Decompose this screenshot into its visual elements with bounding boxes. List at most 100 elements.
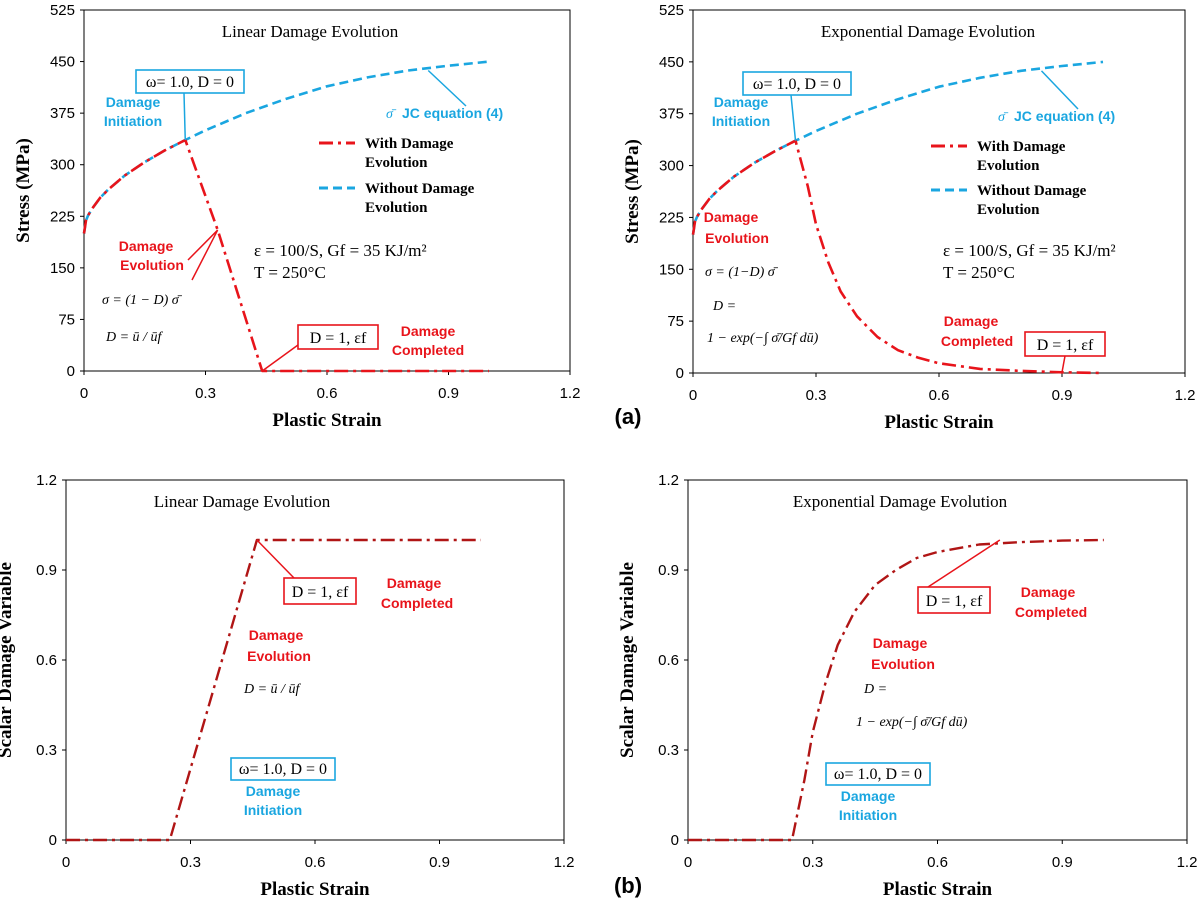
damage-initiation-label: Initiation [244, 802, 302, 818]
damage-completed-label: Completed [392, 342, 464, 358]
condition-text: T = 250°C [943, 263, 1015, 282]
plot-title: Linear Damage Evolution [154, 492, 331, 511]
damage-initiation-label: Damage [246, 783, 301, 799]
x-tick-label: 1.2 [1177, 854, 1198, 871]
plot-frame [65, 479, 565, 841]
series-line-1 [691, 60, 1104, 235]
y-tick-label: 0 [49, 832, 57, 849]
damage-completed-label: Completed [381, 595, 453, 611]
x-tick-label: 0.6 [305, 854, 326, 871]
formula-text: D = [863, 682, 887, 697]
y-axis-title: Stress (MPa) [622, 139, 643, 244]
initiation-box [825, 762, 931, 786]
x-axis-title: Plastic Strain [272, 410, 382, 431]
completion-box [283, 577, 357, 605]
damage-completed-label: Completed [941, 333, 1013, 349]
damage-initiation-label: Initiation [839, 807, 897, 823]
initiation-leader-line [183, 92, 186, 140]
initiation-box-text: ω= 1.0, D = 0 [239, 761, 327, 778]
initiation-box [230, 757, 336, 781]
y-tick-label: 375 [50, 105, 75, 122]
x-tick-label: 0.3 [802, 854, 823, 871]
y-axis-title: Scalar Damage Variable [0, 562, 16, 758]
legend-label: With Damage [977, 139, 1066, 155]
jc-equation-label: JC equation (4) [1014, 108, 1115, 124]
plot-title: Exponential Damage Evolution [793, 492, 1008, 511]
damage-completed-label: Damage [387, 575, 442, 591]
x-axis-title: Plastic Strain [883, 879, 993, 900]
series-line-1 [688, 538, 1104, 842]
damage-completed-label: Damage [944, 313, 999, 329]
initiation-box-text: ω= 1.0, D = 0 [753, 76, 841, 93]
legend-label: With Damage [365, 136, 454, 152]
formula-text: 1 − exp(−∫ σ̄/Gf dū) [707, 331, 819, 346]
x-tick-label: 0.6 [927, 854, 948, 871]
formula-text: 1 − exp(−∫ σ̄/Gf dū) [856, 715, 968, 730]
x-tick-label: 0.9 [1052, 854, 1073, 871]
evolution-leader-line [187, 229, 219, 281]
y-tick-label: 300 [50, 157, 75, 174]
damage-evolution-label: Evolution [705, 230, 769, 246]
initiation-box-text: ω= 1.0, D = 0 [146, 74, 234, 91]
y-tick-label: 0.9 [36, 562, 57, 579]
series-line-2 [82, 138, 489, 373]
completion-leader-line [256, 539, 295, 579]
completion-box [297, 324, 379, 350]
x-tick-label: 0.6 [929, 387, 950, 404]
x-tick-label: 0 [684, 854, 692, 871]
damage-evolution-label: Damage [249, 627, 304, 643]
panel-label-a: (a) [615, 404, 642, 429]
y-tick-label: 450 [50, 54, 75, 71]
damage-evolution-label: Evolution [120, 257, 184, 273]
y-tick-label: 75 [58, 311, 75, 328]
y-tick-label: 75 [667, 313, 684, 330]
y-tick-label: 150 [50, 260, 75, 277]
chart-3: 0 0.3 0.6 0.9 1.2 0 0.3 0.6 0.9 1.2 Plastic Strain… [0, 472, 574, 900]
legend-label: Without Damage [977, 183, 1087, 199]
completion-box-text: D = 1, εf [292, 584, 349, 601]
x-tick-label: 0.9 [1052, 387, 1073, 404]
damage-initiation-label: Initiation [104, 113, 162, 129]
y-tick-label: 1.2 [658, 472, 679, 489]
damage-initiation-label: Initiation [712, 113, 770, 129]
initiation-box [135, 69, 245, 94]
x-axis-title: Plastic Strain [260, 879, 370, 900]
series-line-1 [66, 538, 481, 842]
plot-title: Exponential Damage Evolution [821, 22, 1036, 41]
panel-label-b: (b) [614, 873, 642, 898]
y-tick-label: 300 [659, 158, 684, 175]
damage-completed-label: Damage [1021, 584, 1076, 600]
x-tick-label: 0.3 [806, 387, 827, 404]
y-tick-label: 375 [659, 106, 684, 123]
initiation-box-text: ω= 1.0, D = 0 [834, 766, 922, 783]
sigma-bar-symbol: σ̄ [386, 107, 397, 122]
plot-title: Linear Damage Evolution [222, 22, 399, 41]
x-axis-title: Plastic Strain [884, 412, 994, 433]
completion-leader-line [261, 344, 299, 372]
completion-box-text: D = 1, εf [310, 330, 367, 347]
completion-leader-line [1061, 355, 1066, 373]
sigma-bar-symbol: σ̄ [998, 110, 1009, 125]
x-tick-label: 0.6 [317, 385, 338, 402]
formula-text: σ = (1−D) σ̄ [705, 265, 779, 280]
formula-text: D = ū / ūf [243, 682, 301, 697]
chart-4: 0 0.3 0.6 0.9 1.2 0 0.3 0.6 0.9 1.2 Plastic Strain… [617, 472, 1197, 900]
jc-equation-label: JC equation (4) [402, 105, 503, 121]
completion-box-text: D = 1, εf [926, 593, 983, 610]
y-tick-label: 0.3 [36, 742, 57, 759]
x-tick-label: 0 [62, 854, 70, 871]
y-tick-label: 0.9 [658, 562, 679, 579]
condition-text: T = 250°C [254, 263, 326, 282]
x-tick-label: 0 [80, 385, 88, 402]
legend-label: Without Damage [365, 181, 475, 197]
y-tick-label: 525 [50, 2, 75, 19]
completion-box [1024, 331, 1106, 357]
condition-text: ε = 100/S, Gf = 35 KJ/m² [943, 241, 1116, 260]
y-axis-title: Scalar Damage Variable [617, 562, 638, 758]
plot-frame [687, 479, 1188, 841]
x-tick-label: 1.2 [554, 854, 575, 871]
plot-frame [83, 9, 571, 372]
legend-label: Evolution [977, 202, 1040, 218]
x-tick-label: 1.2 [560, 385, 581, 402]
